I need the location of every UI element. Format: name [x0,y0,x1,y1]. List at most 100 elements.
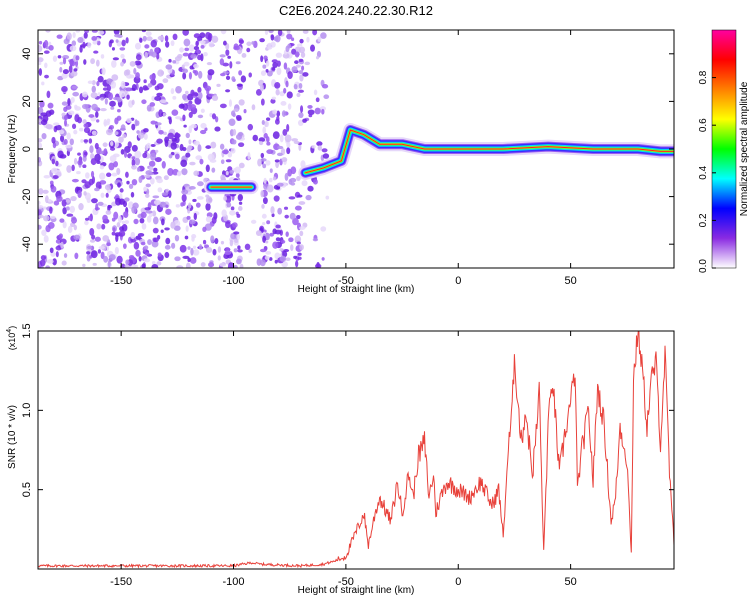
noise-blob [200,122,207,129]
noise-blob [111,172,118,177]
noise-blob [170,221,176,229]
noise-blob [123,243,127,249]
noise-blob [281,261,288,268]
noise-blob [38,214,44,219]
noise-blob [205,196,213,205]
noise-blob [120,149,125,155]
noise-blob [298,70,304,75]
noise-blob [270,98,276,104]
noise-blob [81,103,89,110]
noise-blob [62,207,67,215]
noise-blob [246,47,251,53]
signal-track-layer [204,123,674,195]
y-tick-label: 20 [21,95,33,107]
noise-blob [290,182,296,186]
noise-blob [139,218,145,224]
noise-blob [66,213,74,217]
noise-blob [294,60,299,65]
noise-blob [287,168,293,177]
noise-blob [82,164,87,169]
colorbar-label: Normalized spectral amplitude [739,81,750,216]
noise-blob [170,88,175,95]
noise-blob [274,159,280,163]
y-tick-label: 1.0 [21,403,33,418]
noise-blob [134,150,142,159]
noise-blob [238,142,245,147]
noise-blob [42,189,49,194]
noise-blob [60,241,64,249]
noise-blob [195,202,201,208]
noise-blob [283,87,287,94]
noise-blob [134,42,142,50]
noise-blob [269,232,274,237]
noise-blob [262,126,267,134]
noise-blob [182,146,187,152]
noise-blob [272,241,279,249]
noise-blob [262,64,267,69]
noise-blob [62,69,69,75]
noise-blob [276,152,283,157]
noise-blob [294,51,300,58]
noise-blob [276,60,281,67]
noise-blob [126,94,130,100]
noise-blob [72,31,76,39]
noise-blob [275,89,280,96]
noise-blob [69,205,76,213]
noise-blob [181,64,185,70]
noise-blob [90,58,95,65]
noise-blob [157,187,163,193]
noise-blob [274,259,278,264]
noise-blob [113,211,119,220]
snr-panel: -150 -100 -50 0 50 0.5 1.0 1.5 Height of strai… [6,323,675,596]
noise-blob [71,178,79,183]
x-tick-label: -100 [223,576,245,588]
noise-blob [185,225,189,232]
noise-blob [106,84,111,92]
noise-blob [295,64,301,68]
noise-blob [56,34,63,39]
noise-blob [279,248,284,252]
noise-blob [187,246,191,250]
noise-blob [138,86,144,94]
noise-blob [202,226,207,233]
noise-blob [251,104,256,111]
y-tick-label: 0.5 [21,482,33,497]
noise-blob [174,56,182,62]
noise-blob [102,235,110,242]
colorbar-tick-label: 0.2 [698,213,709,227]
noise-blob [199,158,204,165]
noise-blob [274,82,281,89]
noise-blob [63,138,68,145]
noise-blob [299,230,304,237]
noise-blob [174,256,181,262]
noise-blob [116,167,121,175]
noise-blob [261,213,267,219]
noise-blob [211,167,216,173]
x-tick-label: 0 [455,275,461,287]
noise-blob [95,181,102,190]
noise-blob [268,30,274,34]
noise-blob [271,59,278,63]
noise-blob [118,90,126,98]
noise-blob [180,202,184,207]
noise-blob [162,131,167,136]
noise-blob [88,138,93,144]
noise-blob [263,177,267,184]
y-multiplier-exponent: 4 [6,329,13,333]
noise-blob [296,241,301,245]
noise-blob [67,110,75,116]
noise-blob [300,51,306,58]
noise-blob [150,152,157,161]
noise-blob [171,242,176,249]
noise-blob [250,219,257,224]
noise-blob [271,67,276,71]
noise-blob [163,175,169,181]
noise-blob [90,170,95,178]
noise-blob [185,152,191,158]
noise-blob [143,186,148,192]
noise-blob [144,44,150,49]
noise-blob [234,238,239,243]
noise-blob [288,237,294,243]
noise-blob [297,194,303,198]
noise-blob [204,127,208,132]
